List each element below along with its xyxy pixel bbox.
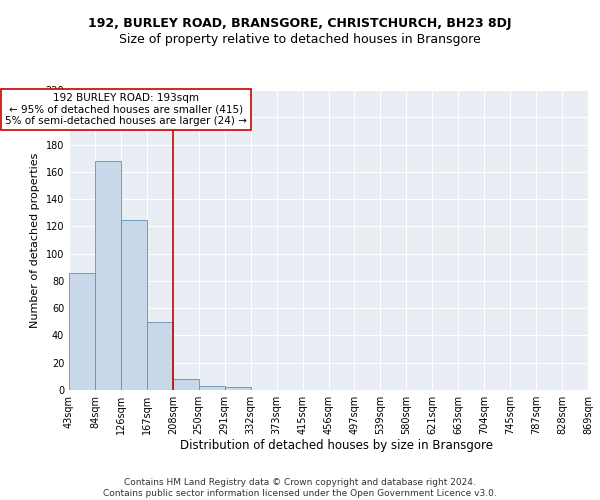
Text: 192, BURLEY ROAD, BRANSGORE, CHRISTCHURCH, BH23 8DJ: 192, BURLEY ROAD, BRANSGORE, CHRISTCHURC… — [88, 18, 512, 30]
Bar — [173, 379, 199, 390]
Bar — [199, 386, 224, 390]
Bar — [69, 272, 95, 390]
Bar — [95, 161, 121, 390]
Text: Contains HM Land Registry data © Crown copyright and database right 2024.
Contai: Contains HM Land Registry data © Crown c… — [103, 478, 497, 498]
Text: Size of property relative to detached houses in Bransgore: Size of property relative to detached ho… — [119, 32, 481, 46]
Bar — [121, 220, 147, 390]
Bar — [147, 322, 173, 390]
Text: Distribution of detached houses by size in Bransgore: Distribution of detached houses by size … — [179, 440, 493, 452]
Bar — [225, 388, 251, 390]
Y-axis label: Number of detached properties: Number of detached properties — [30, 152, 40, 328]
Text: 192 BURLEY ROAD: 193sqm
← 95% of detached houses are smaller (415)
5% of semi-de: 192 BURLEY ROAD: 193sqm ← 95% of detache… — [5, 92, 247, 126]
